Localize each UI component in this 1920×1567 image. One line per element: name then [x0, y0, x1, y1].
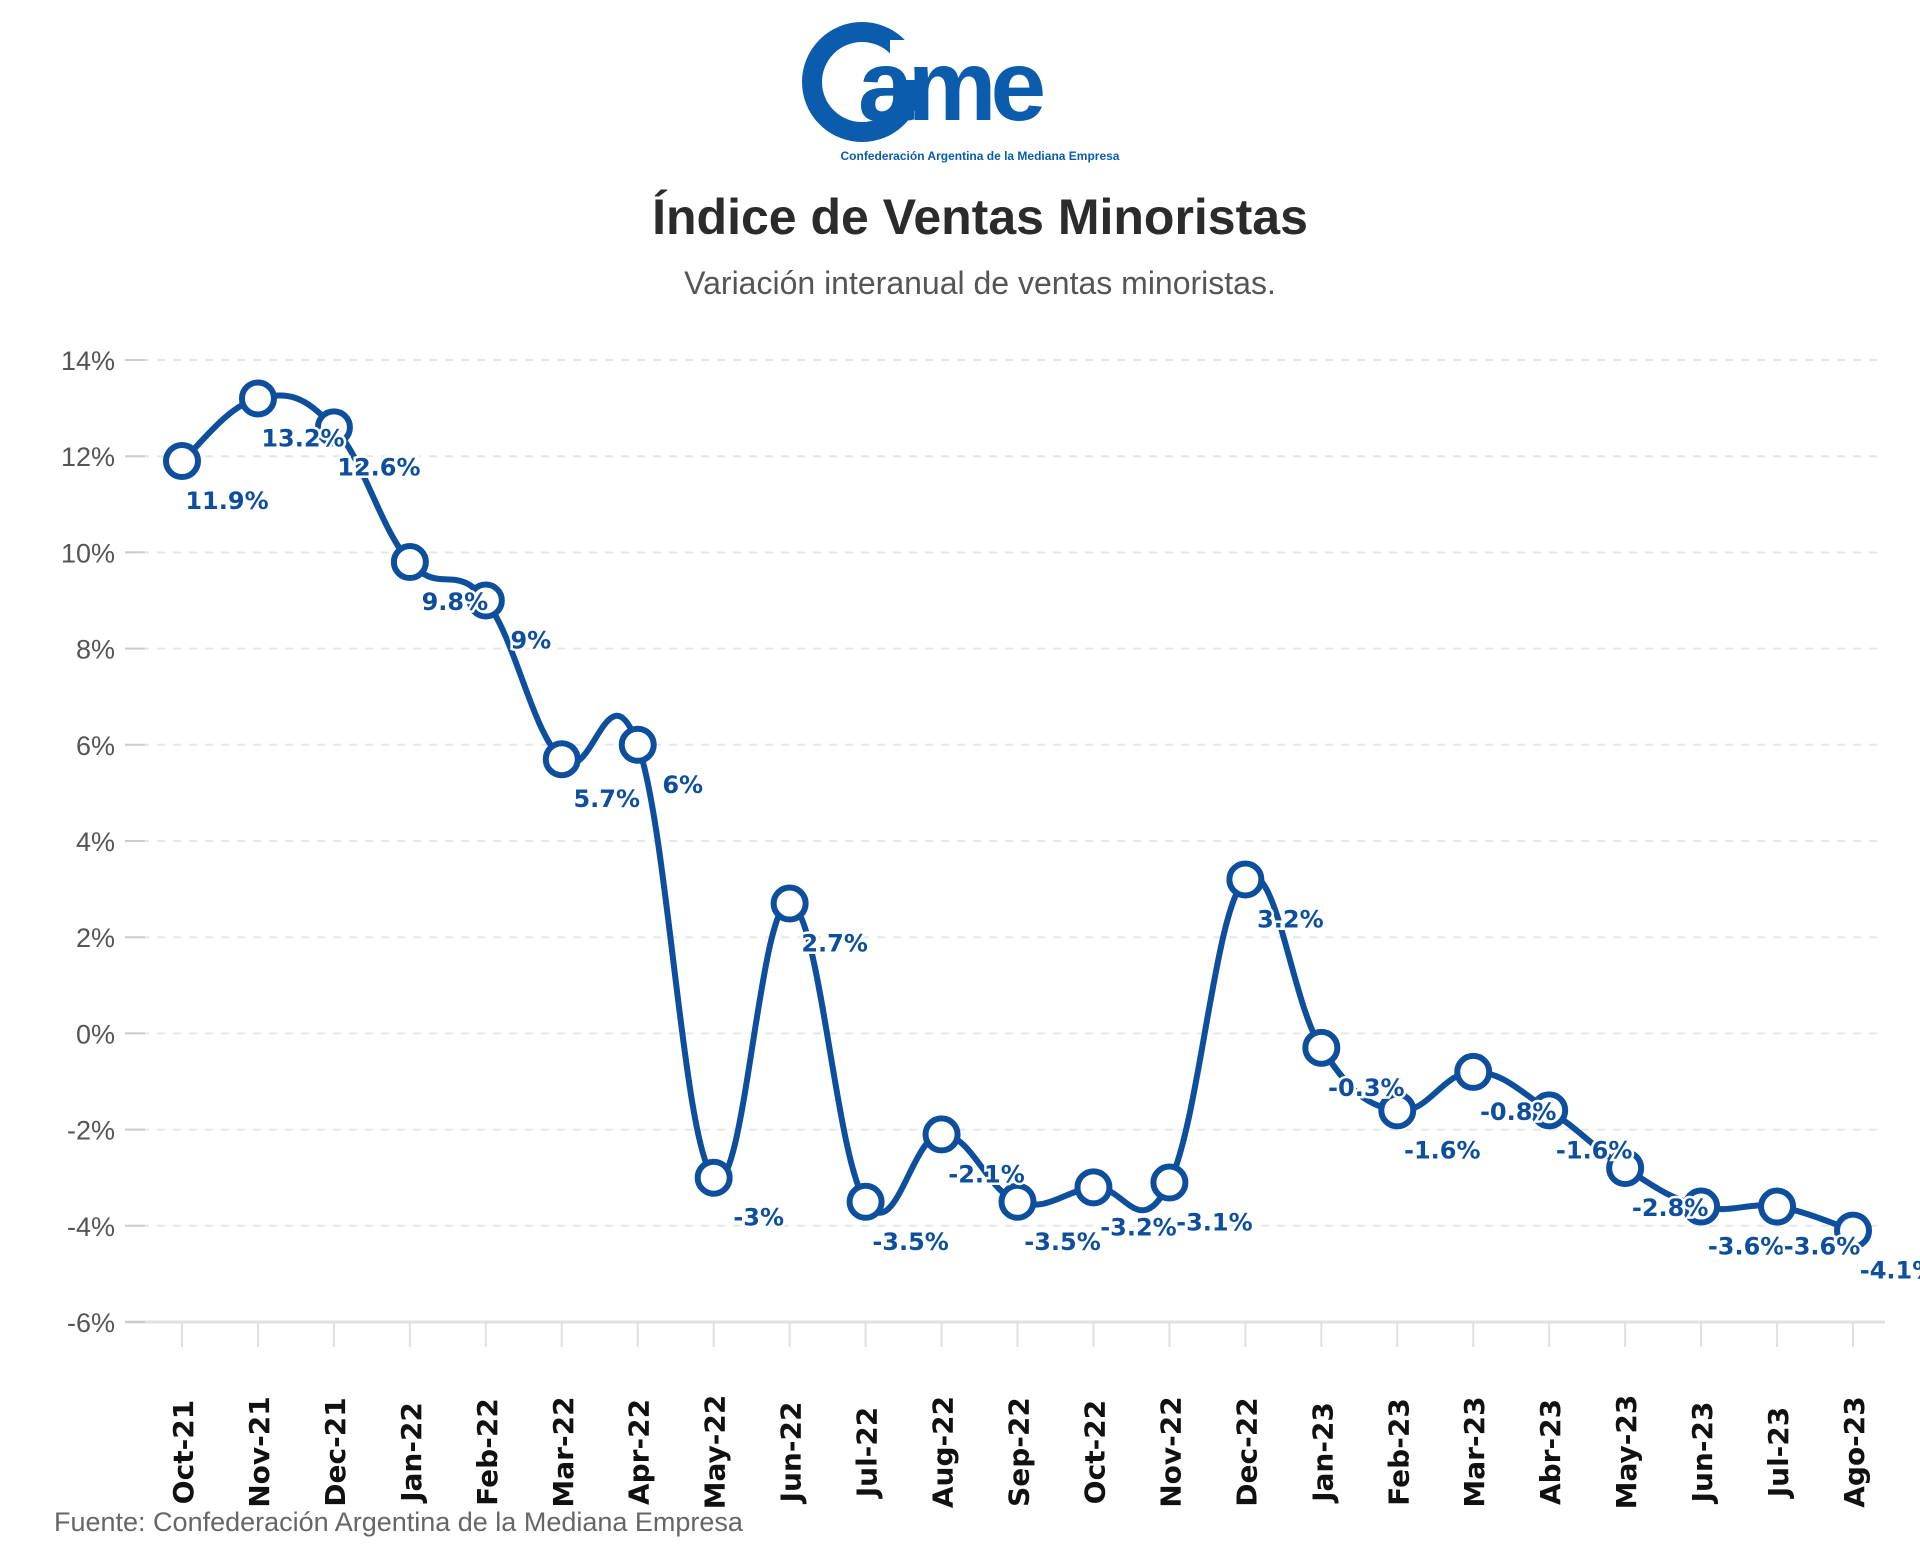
data-point [1226, 860, 1265, 899]
data-point [1606, 1149, 1645, 1188]
data-point [770, 884, 809, 923]
data-label: 12.6% [337, 453, 420, 481]
data-point [466, 581, 505, 620]
came-logo: ame Confederación Argentina de la Median… [802, 22, 1120, 163]
data-label: -3.6% [1708, 1233, 1785, 1261]
data-point [618, 725, 657, 764]
x-tick-label: Nov-22 [1154, 1396, 1187, 1508]
data-point [163, 442, 201, 481]
x-tick-label: Oct-22 [1078, 1400, 1111, 1504]
data-point [694, 1158, 733, 1197]
x-tick-label: Mar-23 [1458, 1396, 1491, 1507]
data-point [846, 1182, 885, 1221]
y-tick-label: -4% [67, 1212, 115, 1242]
data-point [1378, 1091, 1417, 1130]
data-label: 2.7% [801, 930, 868, 958]
x-tick-label: May-23 [1610, 1395, 1643, 1510]
data-label: -2.8% [1632, 1194, 1709, 1222]
x-tick-label: May-22 [699, 1395, 732, 1510]
x-tick-label: Jun-23 [1686, 1402, 1719, 1505]
data-label: 3.2% [1257, 905, 1324, 933]
data-point [390, 543, 429, 582]
x-tick-label: Jun-22 [775, 1402, 808, 1505]
data-label: -1.6% [1556, 1136, 1633, 1164]
y-tick-label: 12% [61, 442, 115, 472]
data-label: -3.1% [1176, 1209, 1253, 1237]
data-point [998, 1182, 1037, 1221]
svg-text:ame: ame [858, 30, 1044, 142]
x-tick-label: Apr-22 [623, 1399, 656, 1505]
data-label: -0.3% [1328, 1074, 1405, 1102]
x-tick-label: Feb-23 [1382, 1398, 1415, 1506]
data-label: 9% [510, 627, 551, 655]
data-point [314, 408, 353, 447]
series-line [180, 392, 1854, 1234]
x-tick-label: Dec-21 [319, 1397, 352, 1506]
chart-subtitle: Variación interanual de ventas minorista… [684, 265, 1276, 301]
data-point [238, 379, 277, 418]
data-point [1758, 1187, 1797, 1226]
x-tick-label: Abr-23 [1534, 1399, 1567, 1505]
data-label: -3.5% [872, 1228, 949, 1256]
x-tick-label: Ago-23 [1838, 1396, 1871, 1508]
chart-title: Índice de Ventas Minoristas [652, 189, 1308, 245]
y-tick-label: 0% [76, 1019, 115, 1049]
data-label: -1.6% [1404, 1136, 1481, 1164]
data-point [542, 740, 581, 779]
x-tick-label: Feb-22 [471, 1398, 504, 1506]
y-tick-label: 2% [76, 923, 115, 953]
data-point [1150, 1163, 1189, 1202]
x-tick-label: Mar-22 [547, 1396, 580, 1507]
data-point [1834, 1211, 1872, 1250]
x-tick-label: Nov-21 [243, 1396, 276, 1508]
data-label: 5.7% [573, 785, 640, 813]
y-tick-label: 10% [61, 538, 115, 568]
data-label: -4.1% [1860, 1257, 1920, 1285]
data-label: -3.6% [1784, 1233, 1861, 1261]
data-point [1682, 1187, 1721, 1226]
data-point [1074, 1168, 1113, 1207]
data-label: 13.2% [261, 424, 344, 452]
y-tick-label: 14% [61, 346, 115, 376]
data-label: 6% [662, 771, 703, 799]
x-tick-label: Oct-21 [167, 1400, 200, 1504]
y-tick-label: -6% [67, 1308, 115, 1338]
y-tick-label: -2% [67, 1116, 115, 1146]
data-label: -0.8% [1480, 1098, 1557, 1126]
x-tick-label: Jul-23 [1762, 1407, 1795, 1500]
data-point [1530, 1091, 1569, 1130]
data-label: -3.5% [1024, 1228, 1101, 1256]
x-tick-label: Sep-22 [1003, 1397, 1036, 1507]
y-tick-label: 4% [76, 827, 115, 857]
svg-text:Confederación Argentina de la: Confederación Argentina de la Mediana Em… [841, 149, 1120, 163]
x-tick-label: Dec-22 [1230, 1397, 1263, 1506]
data-label: 11.9% [185, 487, 268, 515]
x-tick-label: Jan-23 [1306, 1402, 1339, 1504]
y-tick-label: 6% [76, 731, 115, 761]
source-note: Fuente: Confederación Argentina de la Me… [54, 1507, 743, 1537]
data-point [1454, 1052, 1493, 1091]
data-point [1302, 1028, 1341, 1067]
x-tick-label: Jul-22 [851, 1407, 884, 1500]
data-label: 9.8% [422, 588, 489, 616]
data-label: -3% [733, 1204, 784, 1232]
data-point [922, 1115, 961, 1154]
data-label: -2.1% [948, 1160, 1025, 1188]
data-label: -3.2% [1100, 1213, 1177, 1241]
y-tick-label: 8% [76, 635, 115, 665]
x-tick-label: Aug-22 [927, 1396, 960, 1508]
x-tick-label: Jan-22 [395, 1402, 428, 1504]
